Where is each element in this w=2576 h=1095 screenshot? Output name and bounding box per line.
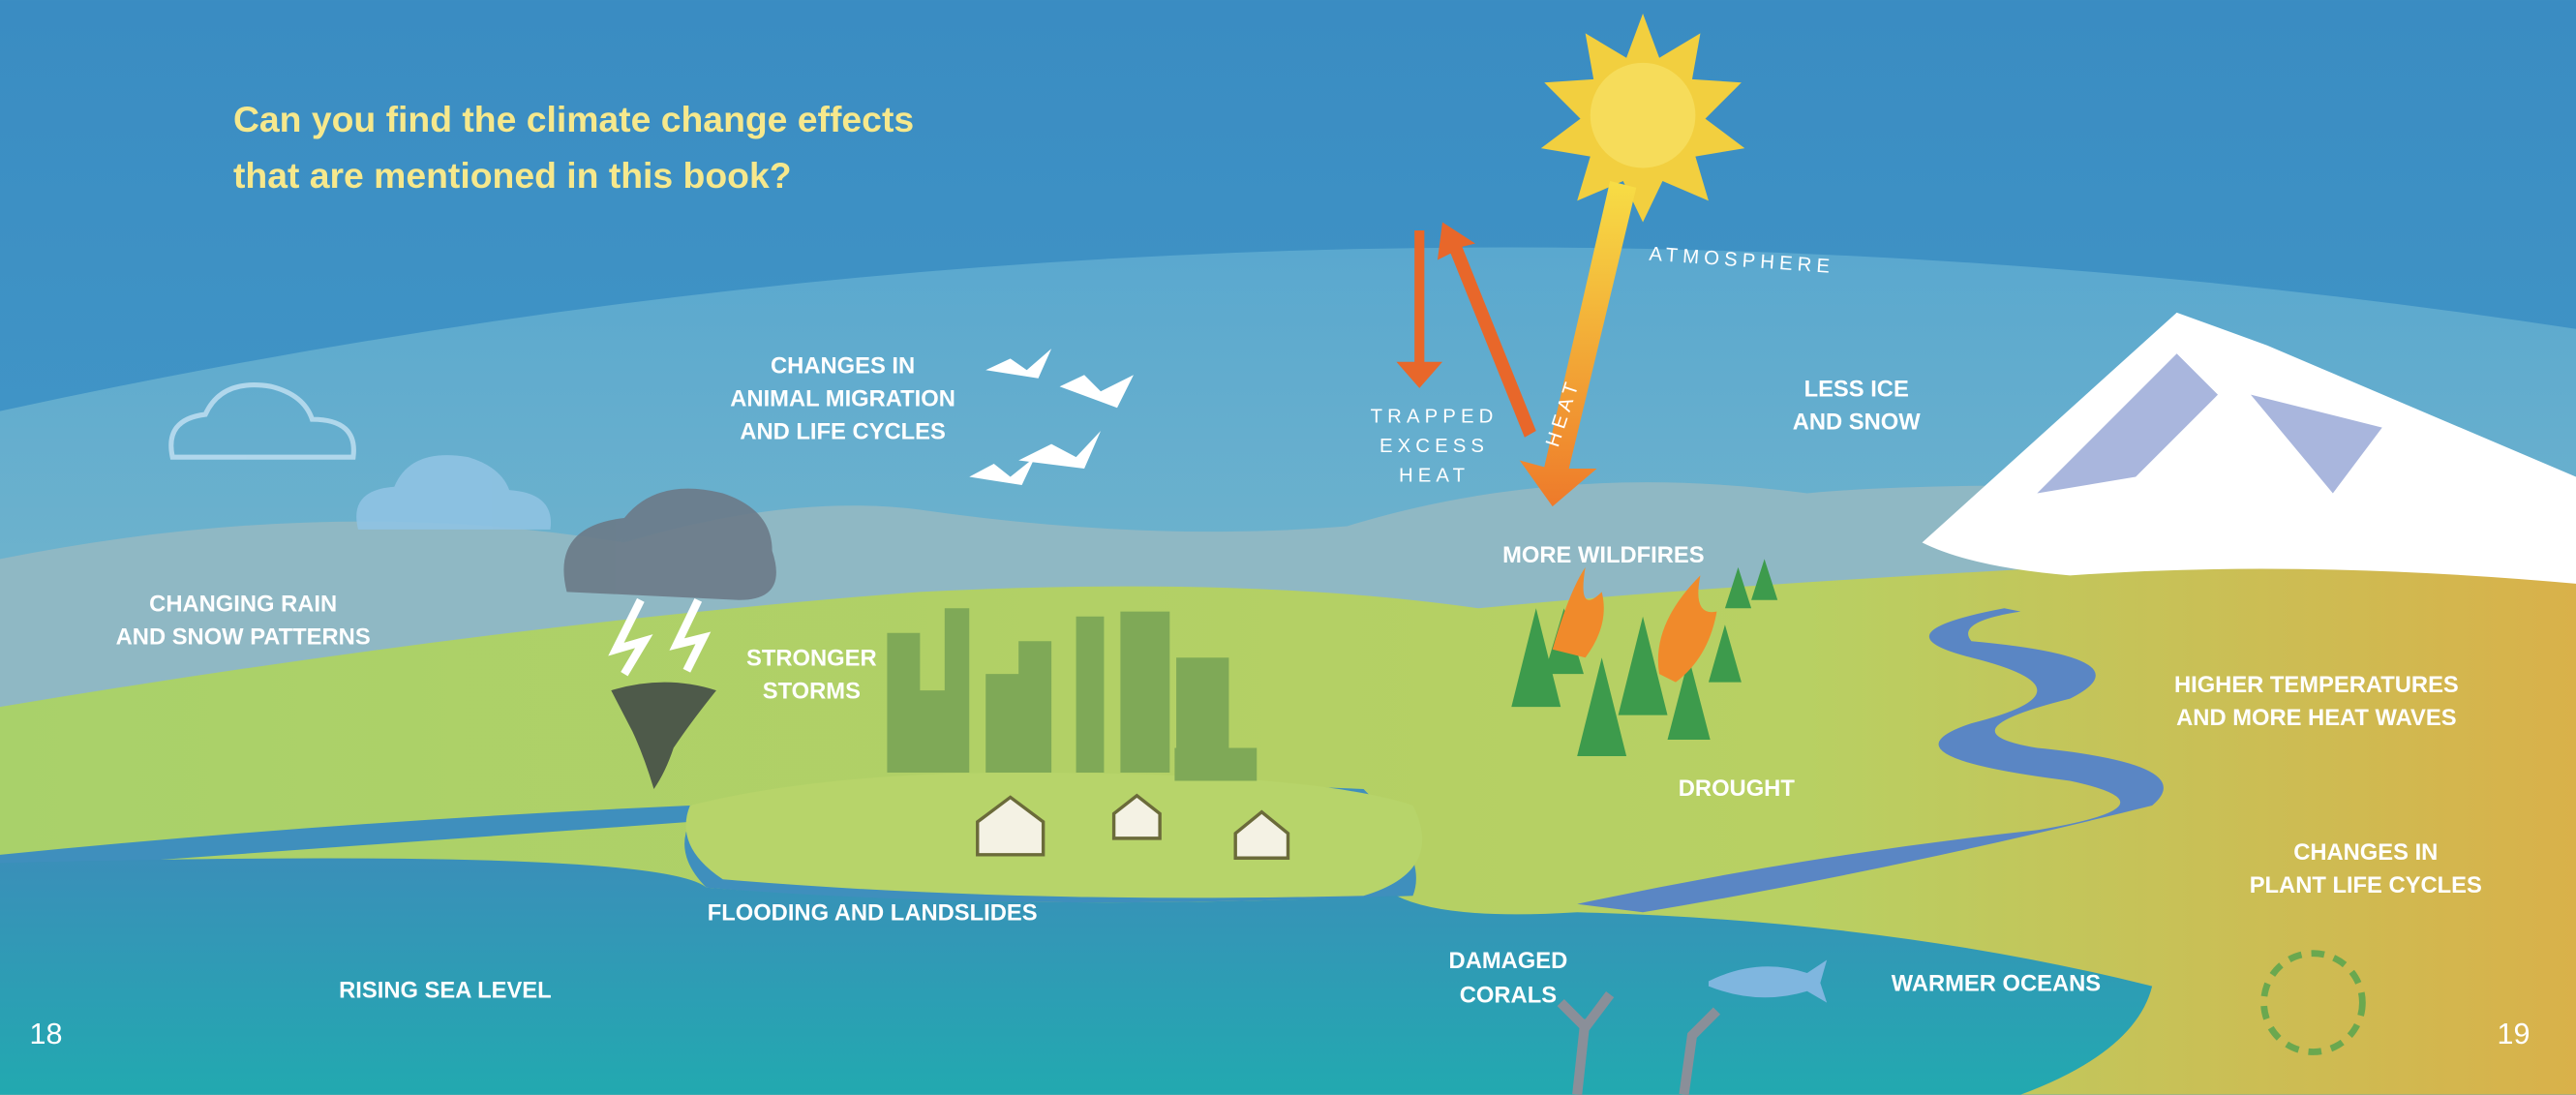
illustration: Can you find the climate change effects … — [0, 0, 2576, 1095]
label: STRONGER — [746, 646, 877, 672]
page-number: 18 — [30, 1018, 63, 1050]
label: CHANGES IN — [771, 353, 915, 380]
label: WARMER OCEANS — [1892, 971, 2101, 997]
label: EXCESS — [1379, 436, 1489, 457]
label: AND LIFE CYCLES — [740, 418, 945, 444]
sun-core — [1591, 63, 1696, 168]
label: AND MORE HEAT WAVES — [2176, 705, 2456, 731]
question-line: that are mentioned in this book? — [233, 155, 792, 196]
label: RISING SEA LEVEL — [339, 977, 552, 1003]
label: CHANGING RAIN — [149, 592, 337, 618]
label: FLOODING AND LANDSLIDES — [708, 900, 1038, 927]
label: AND SNOW PATTERNS — [116, 624, 371, 651]
label: DROUGHT — [1679, 776, 1796, 802]
label: LESS ICE — [1804, 376, 1909, 402]
island — [686, 773, 1423, 897]
question-line: Can you find the climate change effects — [233, 99, 914, 139]
label: ANIMAL MIGRATION — [730, 386, 955, 412]
label: HIGHER TEMPERATURES — [2174, 672, 2459, 698]
label: STORMS — [763, 679, 861, 705]
label: TRAPPED — [1371, 407, 1499, 428]
label: CORALS — [1460, 983, 1557, 1009]
label: AND SNOW — [1793, 409, 1922, 435]
label: DAMAGED — [1449, 948, 1568, 974]
page-number: 19 — [2498, 1018, 2531, 1050]
label: CHANGES IN — [2293, 839, 2438, 866]
label: HEAT — [1399, 466, 1470, 487]
label: PLANT LIFE CYCLES — [2250, 872, 2482, 898]
label: MORE WILDFIRES — [1502, 542, 1704, 568]
page: {"question": {"lines": ["Can you find th… — [0, 0, 2576, 1095]
